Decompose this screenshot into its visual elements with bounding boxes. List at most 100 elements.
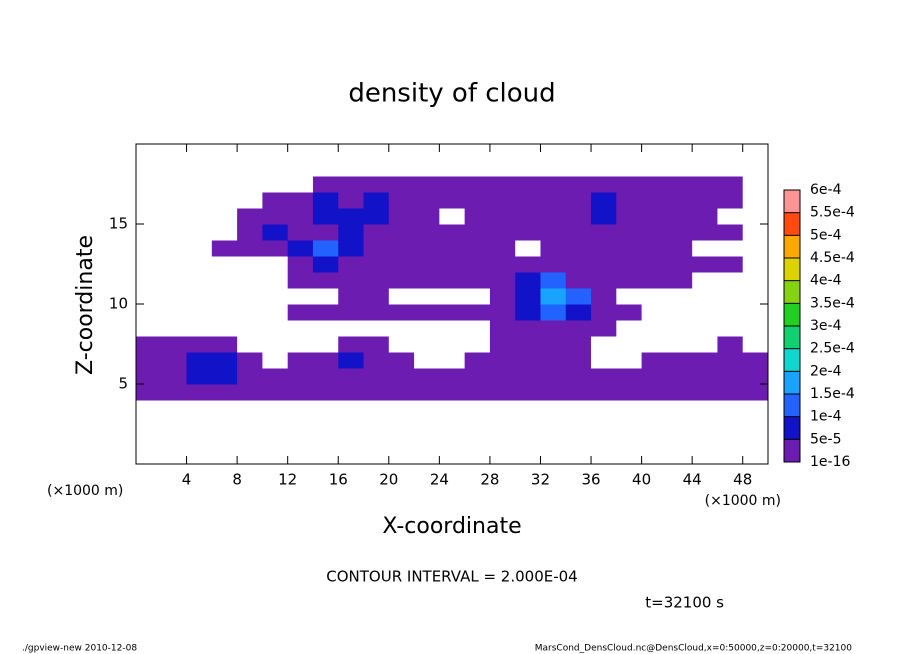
contour-cell	[388, 160, 415, 177]
contour-cell	[312, 304, 339, 321]
x-tick-label: 4	[182, 471, 192, 489]
contour-cell	[388, 368, 415, 385]
contour-cell	[136, 368, 162, 385]
contour-cell	[565, 288, 592, 305]
contour-cell	[591, 288, 617, 305]
contour-cell	[692, 288, 718, 305]
contour-cell	[363, 192, 390, 209]
contour-cell	[742, 352, 769, 369]
contour-cell	[565, 416, 592, 433]
contour-cell	[717, 256, 744, 273]
colorbar-label: 4e-4	[810, 273, 842, 289]
contour-cell	[641, 272, 668, 289]
contour-cell	[540, 208, 567, 225]
contour-cell	[287, 432, 314, 449]
contour-cell	[717, 144, 744, 161]
contour-cell	[641, 304, 668, 321]
contour-cell	[591, 256, 617, 273]
contour-cell	[742, 384, 769, 401]
contour-cell	[237, 304, 263, 321]
colorbar-segment	[784, 348, 800, 372]
contour-cell	[489, 160, 516, 177]
contour-cell	[540, 416, 567, 433]
contour-cell	[136, 320, 162, 337]
contour-cell	[161, 256, 188, 273]
contour-cell	[211, 224, 238, 241]
contour-cell	[136, 416, 162, 433]
contour-cell	[439, 144, 466, 161]
contour-cell	[692, 160, 718, 177]
contour-cell	[692, 256, 718, 273]
contour-cell	[666, 304, 693, 321]
contour-cell	[641, 192, 668, 209]
contour-cell	[414, 240, 440, 257]
contour-cell	[439, 368, 466, 385]
colorbar-label: 5e-5	[810, 431, 841, 447]
contour-cell	[717, 432, 744, 449]
contour-cell	[414, 448, 440, 465]
contour-cell	[414, 336, 440, 353]
contour-cell	[666, 272, 693, 289]
contour-cell	[211, 368, 238, 385]
contour-cell	[540, 240, 567, 257]
contour-cell	[489, 352, 516, 369]
contour-cell	[717, 320, 744, 337]
contour-cell	[262, 432, 289, 449]
contour-cell	[136, 160, 162, 177]
contour-cell	[742, 288, 769, 305]
contour-cell	[717, 448, 744, 465]
contour-cell	[641, 352, 668, 369]
contour-cell	[641, 288, 668, 305]
contour-cell	[439, 384, 466, 401]
contour-cell	[211, 272, 238, 289]
contour-cell	[515, 384, 541, 401]
contour-cell	[515, 368, 541, 385]
contour-cell	[666, 208, 693, 225]
contour-cell	[666, 448, 693, 465]
contour-cell	[287, 144, 314, 161]
contour-cell	[717, 416, 744, 433]
contour-cell	[136, 384, 162, 401]
contour-cell	[515, 272, 541, 289]
contour-cell	[489, 208, 516, 225]
contour-cell	[641, 336, 668, 353]
contour-cell	[414, 176, 440, 193]
colorbar-segment	[784, 394, 800, 417]
contour-cell	[363, 416, 390, 433]
contour-cell	[414, 304, 440, 321]
contour-cell	[464, 320, 491, 337]
contour-cell	[287, 224, 314, 241]
contour-cell	[161, 176, 188, 193]
y-tick-label: 10	[109, 295, 128, 313]
contour-cell	[489, 192, 516, 209]
contour-cell	[161, 208, 188, 225]
contour-cell	[717, 400, 744, 417]
contour-cell	[161, 192, 188, 209]
colorbar-label: 3.5e-4	[810, 295, 855, 311]
contour-cell	[540, 144, 567, 161]
contour-cell	[616, 192, 643, 209]
contour-cell	[717, 336, 744, 353]
contour-cell	[464, 224, 491, 241]
contour-cell	[591, 352, 617, 369]
contour-cell	[565, 160, 592, 177]
contour-cell	[515, 240, 541, 257]
contour-cell	[363, 368, 390, 385]
contour-cell	[591, 432, 617, 449]
contour-cell	[211, 208, 238, 225]
contour-cell	[641, 400, 668, 417]
contour-cell	[136, 336, 162, 353]
contour-cell	[565, 304, 592, 321]
contour-cell	[591, 400, 617, 417]
contour-cell	[591, 272, 617, 289]
contour-cell	[565, 352, 592, 369]
contour-cell	[591, 320, 617, 337]
contour-cell	[338, 176, 365, 193]
contour-cell	[489, 336, 516, 353]
colorbar-segment	[784, 280, 800, 304]
contour-cell	[312, 448, 339, 465]
contour-cell	[211, 400, 238, 417]
contour-cell	[237, 416, 263, 433]
colorbar-label: 1e-4	[810, 409, 842, 425]
